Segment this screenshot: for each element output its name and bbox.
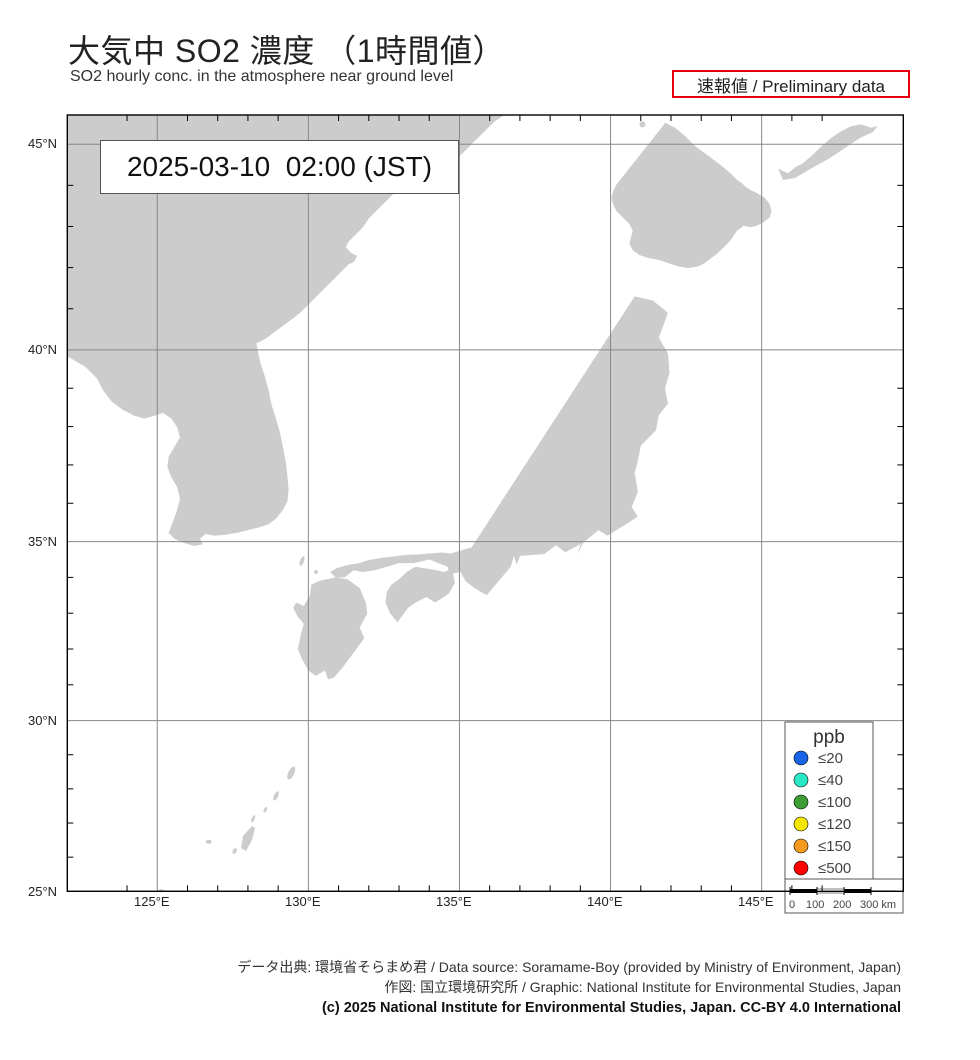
svg-text:≤150: ≤150 (818, 838, 851, 855)
svg-text:300 km: 300 km (860, 899, 896, 911)
svg-text:0: 0 (789, 899, 795, 911)
svg-text:200: 200 (833, 899, 851, 911)
svg-text:≤20: ≤20 (818, 750, 843, 767)
svg-text:≤40: ≤40 (818, 772, 843, 789)
svg-text:ppb: ppb (813, 727, 845, 748)
svg-text:≤500: ≤500 (818, 860, 851, 877)
svg-text:≤100: ≤100 (818, 794, 851, 811)
svg-text:≤120: ≤120 (818, 816, 851, 833)
svg-text:100: 100 (806, 899, 824, 911)
